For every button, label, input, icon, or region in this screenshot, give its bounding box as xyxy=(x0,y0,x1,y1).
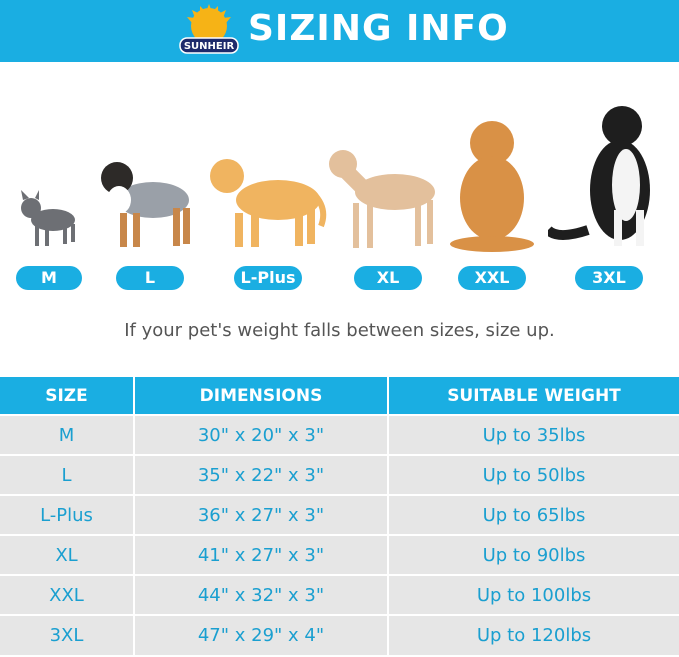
cell-weight: Up to 90lbs xyxy=(388,534,679,575)
cell-dimensions: 47" x 29" x 4" xyxy=(134,614,389,655)
cell-size: L-Plus xyxy=(0,494,135,535)
header-size: SIZE xyxy=(0,377,135,415)
dog-border-collie xyxy=(548,106,650,246)
cell-weight: Up to 65lbs xyxy=(388,494,679,535)
size-pill-l-plus: L-Plus xyxy=(234,266,302,290)
cell-size: 3XL xyxy=(0,614,135,655)
cell-weight: Up to 100lbs xyxy=(388,574,679,615)
dog-golden-retriever-puppy xyxy=(210,159,327,247)
sizing-table: SIZE DIMENSIONS SUITABLE WEIGHT M 30" x 2… xyxy=(0,377,679,655)
cell-dimensions: 41" x 27" x 3" xyxy=(134,534,389,575)
table-row: L 35" x 22" x 3" Up to 50lbs xyxy=(0,454,679,495)
dog-australian-shepherd xyxy=(101,162,190,247)
page-title: SIZING INFO xyxy=(248,8,509,49)
header-dimensions: DIMENSIONS xyxy=(134,377,389,415)
cell-dimensions: 30" x 20" x 3" xyxy=(134,414,389,455)
cell-dimensions: 35" x 22" x 3" xyxy=(134,454,389,495)
table-header-row: SIZE DIMENSIONS SUITABLE WEIGHT xyxy=(0,377,679,415)
cell-dimensions: 44" x 32" x 3" xyxy=(134,574,389,615)
cell-weight: Up to 120lbs xyxy=(388,614,679,655)
dog-small-french-bulldog xyxy=(21,190,75,246)
svg-text:SUNHEIR: SUNHEIR xyxy=(184,41,235,52)
cell-dimensions: 36" x 27" x 3" xyxy=(134,494,389,535)
cell-size: XL xyxy=(0,534,135,575)
sunheir-logo: SUNHEIR xyxy=(179,4,239,54)
size-pill-xxl: XXL xyxy=(458,266,526,290)
cell-weight: Up to 50lbs xyxy=(388,454,679,495)
table-row: L-Plus 36" x 27" x 3" Up to 65lbs xyxy=(0,494,679,535)
dog-golden-retriever-sitting xyxy=(450,121,534,252)
sizing-note: If your pet's weight falls between sizes… xyxy=(124,320,555,341)
size-pill-3xl: 3XL xyxy=(575,266,643,290)
header-banner: SUNHEIR SIZING INFO xyxy=(0,0,679,62)
cell-size: L xyxy=(0,454,135,495)
size-pill-m: M xyxy=(16,266,82,290)
cell-weight: Up to 35lbs xyxy=(388,414,679,455)
table-row: 3XL 47" x 29" x 4" Up to 120lbs xyxy=(0,614,679,655)
size-pill-l: L xyxy=(116,266,184,290)
table-row: M 30" x 20" x 3" Up to 35lbs xyxy=(0,414,679,455)
size-pill-xl: XL xyxy=(354,266,422,290)
cell-size: M xyxy=(0,414,135,455)
table-row: XXL 44" x 32" x 3" Up to 100lbs xyxy=(0,574,679,615)
table-row: XL 41" x 27" x 3" Up to 90lbs xyxy=(0,534,679,575)
dog-labrador xyxy=(329,150,435,248)
cell-size: XXL xyxy=(0,574,135,615)
header-suitable-weight: SUITABLE WEIGHT xyxy=(388,377,679,415)
